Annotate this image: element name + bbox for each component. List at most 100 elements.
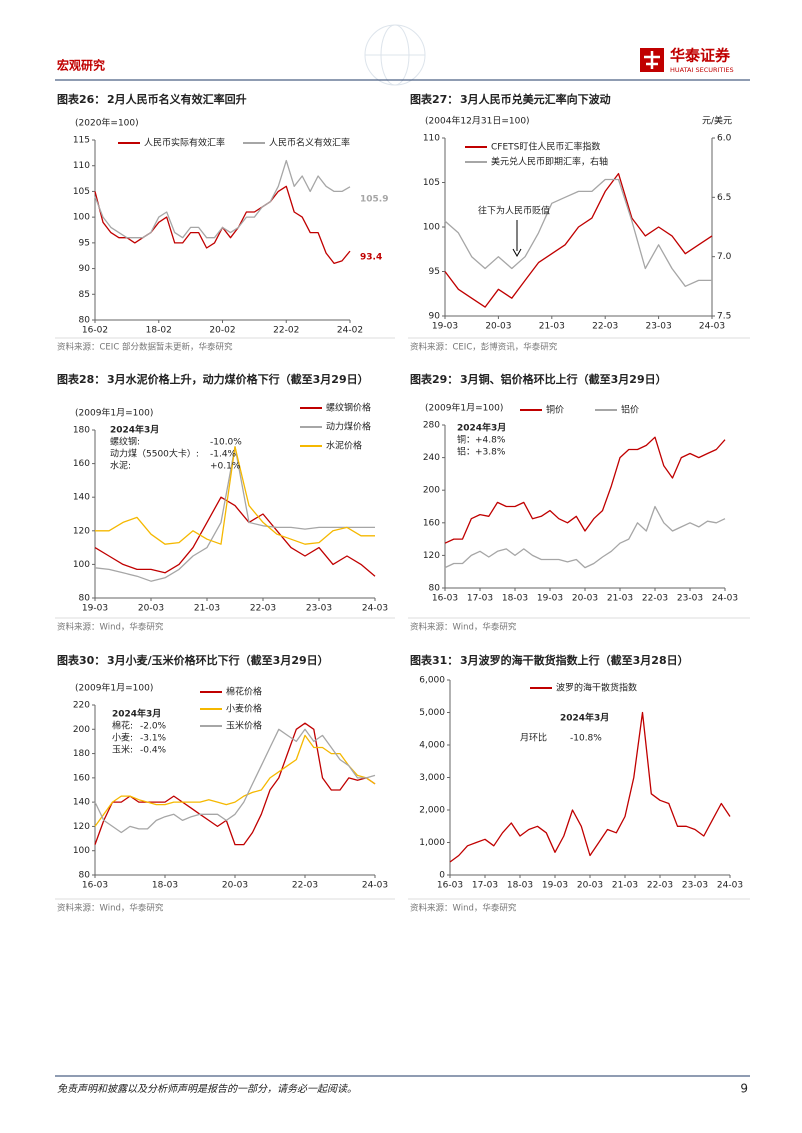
x-tick-label: 19-03 <box>432 322 458 332</box>
y-tick-label: 220 <box>73 701 90 711</box>
x-tick-label: 22-03 <box>292 881 318 891</box>
y-axis-unit: (2009年1月=100) <box>425 402 503 414</box>
logo-text: 华泰证券 <box>670 47 731 65</box>
x-tick-label: 19-03 <box>82 604 108 614</box>
note-label: 小麦: <box>112 732 133 744</box>
y-tick-label: 180 <box>73 749 90 759</box>
annotation: 往下为人民币贬值 <box>478 205 550 217</box>
x-tick-label: 16-03 <box>82 881 108 891</box>
logo: 华泰证券 HUATAI SECURITIES <box>640 47 734 74</box>
chart-title: 3月波罗的海干散货指数上行（截至3月28日） <box>460 653 689 667</box>
section-title: 宏观研究 <box>57 58 105 73</box>
y-tick-label: 90 <box>79 264 91 274</box>
chart-title: 3月人民币兑美元汇率向下波动 <box>460 92 611 106</box>
page-number: 9 <box>740 1082 748 1096</box>
x-tick-label: 21-03 <box>607 594 633 604</box>
y-tick-label: 120 <box>73 822 90 832</box>
x-tick-label: 18-02 <box>146 326 172 336</box>
y-tick-label: 95 <box>429 267 440 277</box>
chart-source: 资料来源：Wind，华泰研究 <box>410 903 517 914</box>
x-tick-label: 24-03 <box>712 594 738 604</box>
y2-tick-label: 7.0 <box>717 252 732 262</box>
y2-tick-label: 6.0 <box>717 134 732 144</box>
x-tick-label: 23-03 <box>677 594 703 604</box>
y2-axis-unit: 元/美元 <box>702 115 732 127</box>
chart-panel: 图表30： 3月小麦/玉米价格环比下行（截至3月29日） 80 100 120 140 16… <box>55 653 395 914</box>
x-tick-label: 21-03 <box>194 604 220 614</box>
y-tick-label: 80 <box>79 316 91 326</box>
chart-label: 图表26： <box>57 92 105 106</box>
chart-source: 资料来源：Wind，华泰研究 <box>57 622 164 633</box>
x-tick-label: 22-03 <box>250 604 276 614</box>
y-axis-unit: (2020年=100) <box>75 117 139 129</box>
x-tick-label: 18-03 <box>502 594 528 604</box>
disclaimer: 免责声明和披露以及分析师声明是报告的一部分，请务必一起阅读。 <box>57 1083 357 1095</box>
note-label: 玉米: <box>112 744 133 756</box>
x-tick-label: 21-03 <box>539 322 565 332</box>
series-line <box>94 728 376 834</box>
x-tick-label: 23-03 <box>682 881 708 891</box>
y-tick-label: 2,000 <box>419 806 445 816</box>
note-title: 2024年3月 <box>112 708 161 720</box>
globe <box>364 24 426 86</box>
x-tick-label: 24-03 <box>362 881 388 891</box>
x-tick-label: 16-02 <box>82 326 108 336</box>
chart-source: 资料来源：Wind，华泰研究 <box>57 903 164 914</box>
chart-label: 图表29： <box>410 372 458 386</box>
legend-label: 玉米价格 <box>226 720 262 732</box>
legend-label: 水泥价格 <box>326 440 362 452</box>
note-label: 动力煤（5500大卡）: <box>110 448 199 460</box>
y-tick-label: 80 <box>79 871 91 881</box>
x-tick-label: 22-03 <box>642 594 668 604</box>
x-tick-label: 24-03 <box>717 881 743 891</box>
x-tick-label: 20-03 <box>485 322 511 332</box>
chart-source: 资料来源：Wind，华泰研究 <box>410 622 517 633</box>
y-tick-label: 80 <box>429 584 441 594</box>
chart-label: 图表30： <box>57 653 105 667</box>
y-tick-label: 95 <box>79 238 90 248</box>
x-tick-label: 23-03 <box>646 322 672 332</box>
note-label: 棉花: <box>112 720 133 732</box>
x-tick-label: 20-03 <box>577 881 603 891</box>
y-tick-label: 5,000 <box>419 708 445 718</box>
note-value: -10.8% <box>570 734 602 744</box>
y-tick-label: 200 <box>73 725 90 735</box>
y-tick-label: 180 <box>73 426 90 436</box>
y2-tick-label: 7.5 <box>717 312 731 322</box>
end-value-label: 93.4 <box>360 253 382 263</box>
note-value: -3.1% <box>140 734 167 744</box>
y-axis-unit: (2009年1月=100) <box>75 682 153 694</box>
note-value: -1.4% <box>210 450 237 460</box>
legend-label: 铜价 <box>546 404 564 416</box>
chart-title: 3月水泥价格上升，动力煤价格下行（截至3月29日） <box>107 372 369 386</box>
legend-label: 螺纹钢价格 <box>326 402 371 414</box>
x-tick-label: 17-03 <box>467 594 493 604</box>
y-tick-label: 160 <box>423 518 440 528</box>
legend-label: 波罗的海干散货指数 <box>556 682 637 694</box>
series-line <box>95 446 375 545</box>
y-tick-label: 120 <box>73 526 90 536</box>
note-value: +4.8% <box>475 436 506 446</box>
x-tick-label: 20-03 <box>222 881 248 891</box>
x-tick-label: 19-03 <box>542 881 568 891</box>
chart-label: 图表27： <box>410 92 458 106</box>
legend-label: 小麦价格 <box>226 703 262 715</box>
note-value: +3.8% <box>475 448 506 458</box>
logo-mark <box>644 51 660 69</box>
chart-label: 图表31： <box>410 653 458 667</box>
y-tick-label: 85 <box>79 290 90 300</box>
legend-label: 动力煤价格 <box>326 421 371 433</box>
note-label: 水泥: <box>110 460 131 472</box>
chart-title: 3月小麦/玉米价格环比下行（截至3月29日） <box>107 653 329 667</box>
note-value: -2.0% <box>140 722 167 732</box>
legend-label: 棉花价格 <box>226 686 262 698</box>
legend-label: 美元兑人民币即期汇率，右轴 <box>491 156 608 168</box>
y-tick-label: 80 <box>79 594 91 604</box>
y-tick-label: 280 <box>423 421 440 431</box>
x-tick-label: 23-03 <box>306 604 332 614</box>
series-line <box>449 711 731 863</box>
chart-title: 3月铜、铝价格环比上行（截至3月29日） <box>460 372 667 386</box>
annotation-arrowhead <box>512 248 522 258</box>
x-tick-label: 18-03 <box>152 881 178 891</box>
